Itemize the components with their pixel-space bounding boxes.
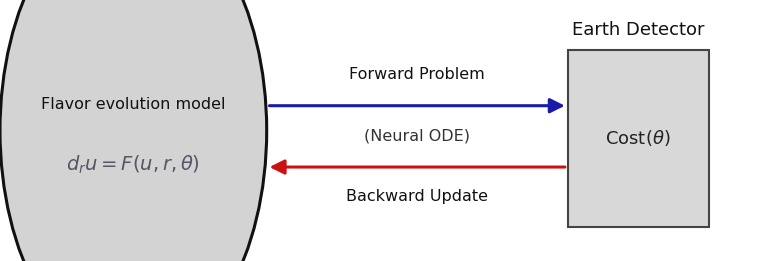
- Text: Earth Detector: Earth Detector: [572, 21, 704, 39]
- FancyBboxPatch shape: [568, 50, 709, 227]
- Ellipse shape: [0, 0, 267, 261]
- Text: Backward Update: Backward Update: [346, 189, 488, 204]
- Text: Forward Problem: Forward Problem: [349, 67, 485, 82]
- Text: (Neural ODE): (Neural ODE): [364, 129, 470, 144]
- Text: $\mathrm{Cost}(\theta)$: $\mathrm{Cost}(\theta)$: [606, 128, 671, 148]
- Text: $d_r u = F(u, r, \theta)$: $d_r u = F(u, r, \theta)$: [66, 153, 200, 176]
- Text: Flavor evolution model: Flavor evolution model: [41, 97, 226, 112]
